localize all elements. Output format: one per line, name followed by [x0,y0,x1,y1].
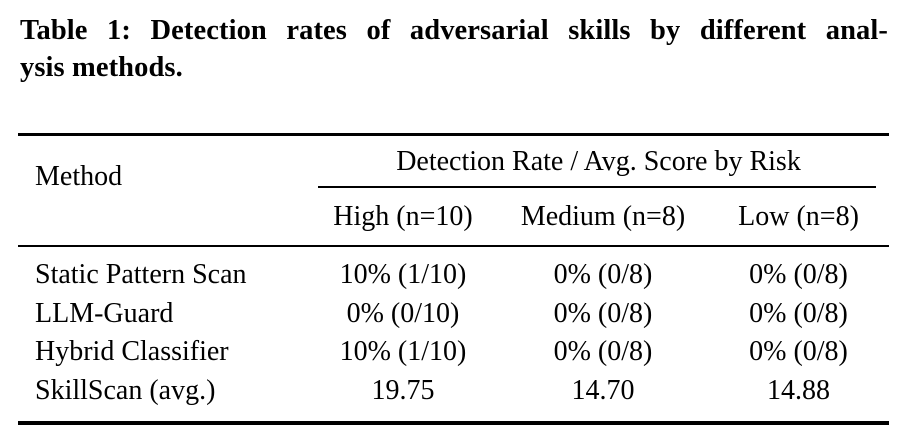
caption-line-2: ysis methods. [20,52,183,83]
value-cell-low: 0% (0/8) [749,336,848,367]
method-cell: SkillScan (avg.) [35,374,216,406]
table-row: Static Pattern Scan 10% (1/10) 0% (0/8) … [18,246,889,295]
value-cell-medium: 0% (0/8) [553,297,653,329]
table-row: Hybrid Classifier 10% (1/10) 0% (0/8) 0%… [18,333,889,372]
value-cell-medium: 0% (0/8) [553,259,653,290]
method-column-header-label: Method [35,160,123,192]
value-cell-high: 10% (1/10) [339,259,467,290]
header-row-sub: High (n=10) Medium (n=8) Low (n=8) [18,188,890,247]
value-cell-medium: 0% (0/8) [553,336,653,367]
group-column-header: Detection Rate / Avg. Score by Risk [308,135,889,189]
value-cell-high: 10% (1/10) [339,336,467,367]
value-cell-low: 14.88 [767,374,830,406]
col-header-low: Low (n=8) [708,188,890,247]
caption-line-1: Table 1: Detection rates of adversarial … [20,15,888,46]
method-column-header: Method [18,134,308,247]
value-cell-medium: 14.70 [571,374,635,406]
group-column-header-label: Detection Rate / Avg. Score by Risk [396,146,801,177]
method-cell: Hybrid Classifier [35,336,229,367]
value-cell-high: 19.75 [371,374,435,406]
table-row: SkillScan (avg.) 19.75 14.70 14.88 [18,372,889,424]
table-row: LLM-Guard 0% (0/10) 0% (0/8) 0% (0/8) [18,295,889,334]
header-row-group: Method Detection Rate / Avg. Score by Ri… [18,134,889,247]
col-header-medium: Medium (n=8) [498,188,708,247]
value-cell-high: 0% (0/10) [346,297,460,329]
table-container: Method Detection Rate / Avg. Score by Ri… [18,133,890,425]
col-header-high: High (n=10) [308,188,498,247]
table-caption: Table 1: Detection rates of adversarial … [20,12,888,86]
method-cell: LLM-Guard [35,297,174,329]
value-cell-low: 0% (0/8) [749,259,848,290]
results-table: Method Detection Rate / Avg. Score by Ri… [18,133,890,425]
value-cell-low: 0% (0/8) [749,297,848,329]
method-cell: Static Pattern Scan [35,259,247,290]
